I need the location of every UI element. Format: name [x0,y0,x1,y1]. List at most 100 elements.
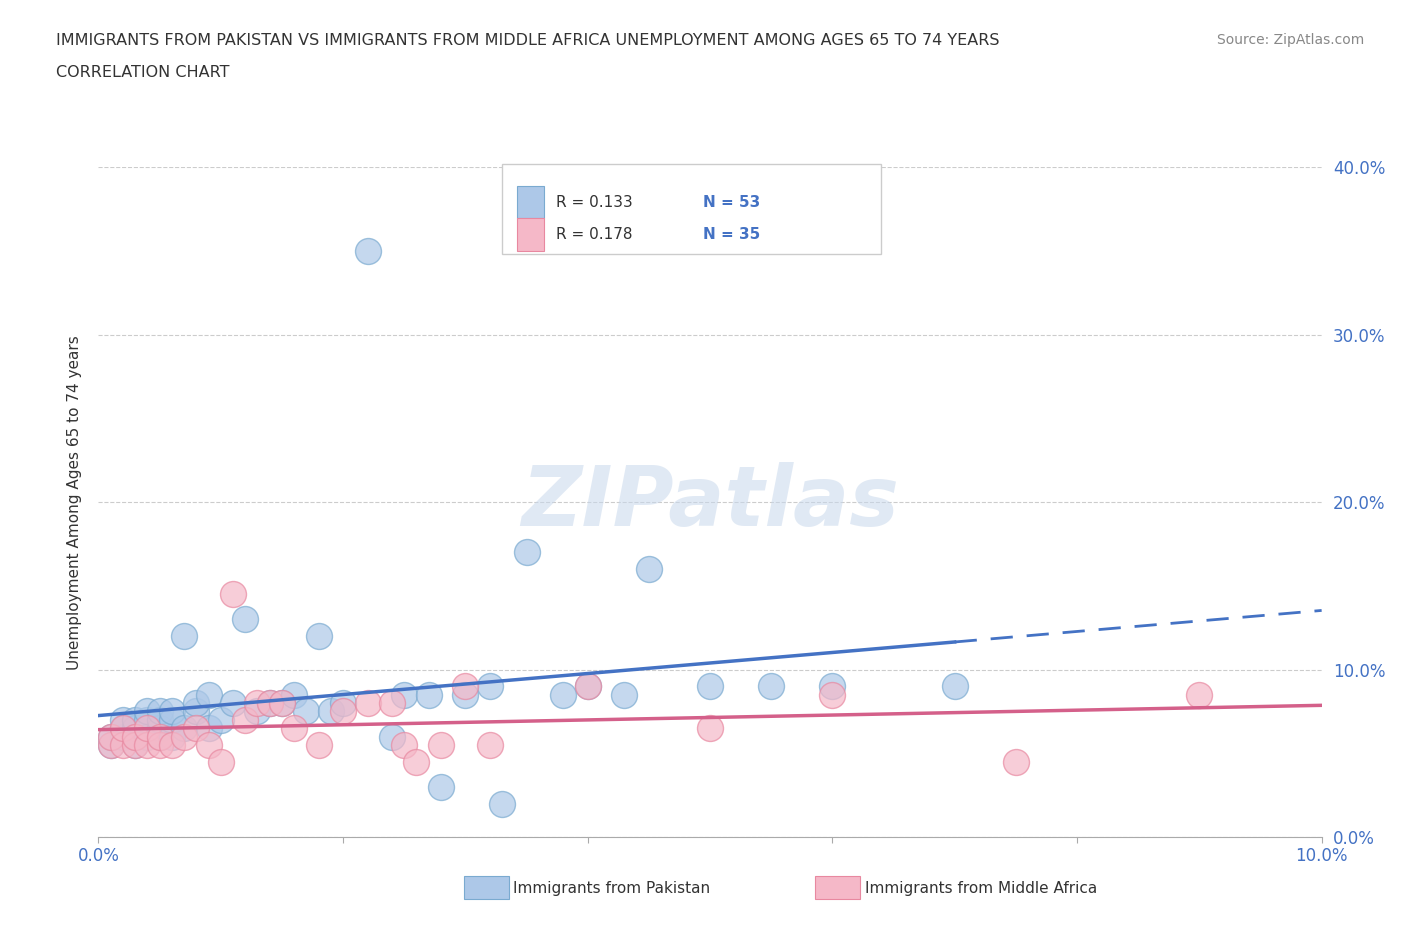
Point [136,729,159,744]
Text: N = 35: N = 35 [703,227,759,242]
Point [821,687,844,702]
Point [136,712,159,727]
Point [124,721,146,736]
Point [259,696,281,711]
Point [197,721,219,736]
Point [308,629,330,644]
Text: IMMIGRANTS FROM PAKISTAN VS IMMIGRANTS FROM MIDDLE AFRICA UNEMPLOYMENT AMONG AGE: IMMIGRANTS FROM PAKISTAN VS IMMIGRANTS F… [56,33,1000,47]
Point [381,696,404,711]
Point [222,587,245,602]
Point [149,729,172,744]
Point [233,612,256,627]
Text: CORRELATION CHART: CORRELATION CHART [56,65,229,80]
Point [197,737,219,752]
Point [356,244,378,259]
Point [100,737,122,752]
Point [136,704,159,719]
Point [124,729,146,744]
Text: Immigrants from Middle Africa: Immigrants from Middle Africa [865,881,1097,896]
Point [246,704,269,719]
Point [100,729,122,744]
Text: ZIPatlas: ZIPatlas [522,461,898,543]
Point [430,779,453,794]
Point [478,679,501,694]
Point [149,704,172,719]
Point [124,737,146,752]
Point [295,704,318,719]
Point [173,729,195,744]
Point [392,687,416,702]
Point [381,729,404,744]
Point [111,721,134,736]
Point [491,796,513,811]
Point [332,696,354,711]
Point [454,687,477,702]
Point [149,721,172,736]
Point [392,737,416,752]
Point [160,712,183,727]
Point [576,679,599,694]
Point [100,737,122,752]
Point [149,737,172,752]
Point [478,737,501,752]
Point [160,737,183,752]
Text: R = 0.178: R = 0.178 [555,227,633,242]
Point [1188,687,1211,702]
Point [699,679,721,694]
Point [124,729,146,744]
Point [111,721,134,736]
Point [576,679,599,694]
Point [149,729,172,744]
Point [246,696,269,711]
Point [186,696,208,711]
Text: Source: ZipAtlas.com: Source: ZipAtlas.com [1216,33,1364,46]
Point [613,687,636,702]
Point [308,737,330,752]
Point [233,712,256,727]
Point [173,721,195,736]
Point [186,721,208,736]
Point [124,712,146,727]
Y-axis label: Unemployment Among Ages 65 to 74 years: Unemployment Among Ages 65 to 74 years [67,335,83,670]
Point [111,729,134,744]
Point [136,721,159,736]
Point [356,696,378,711]
Point [160,729,183,744]
Point [173,629,195,644]
Point [209,754,232,769]
Text: N = 53: N = 53 [703,194,759,209]
Bar [517,186,544,219]
Point [186,704,208,719]
Point [405,754,427,769]
Point [149,712,172,727]
Point [197,687,219,702]
Text: Immigrants from Pakistan: Immigrants from Pakistan [513,881,710,896]
Point [821,679,844,694]
Point [637,562,661,577]
Point [283,721,305,736]
Point [1004,754,1026,769]
Bar [517,219,544,250]
FancyBboxPatch shape [502,164,882,255]
Point [259,696,281,711]
Point [209,712,232,727]
Point [136,737,159,752]
Point [516,545,538,560]
Point [943,679,966,694]
Point [699,721,721,736]
Point [319,704,342,719]
Point [111,737,134,752]
Point [283,687,305,702]
Point [454,679,477,694]
Text: R = 0.133: R = 0.133 [555,194,633,209]
Point [430,737,453,752]
Point [160,704,183,719]
Point [270,696,292,711]
Point [111,712,134,727]
Point [222,696,245,711]
Point [332,704,354,719]
Point [759,679,782,694]
Point [418,687,440,702]
Point [124,737,146,752]
Point [553,687,575,702]
